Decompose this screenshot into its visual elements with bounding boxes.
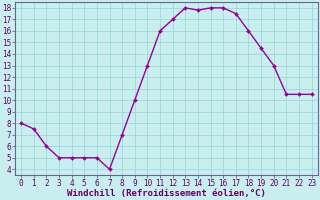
X-axis label: Windchill (Refroidissement éolien,°C): Windchill (Refroidissement éolien,°C) [67,189,266,198]
